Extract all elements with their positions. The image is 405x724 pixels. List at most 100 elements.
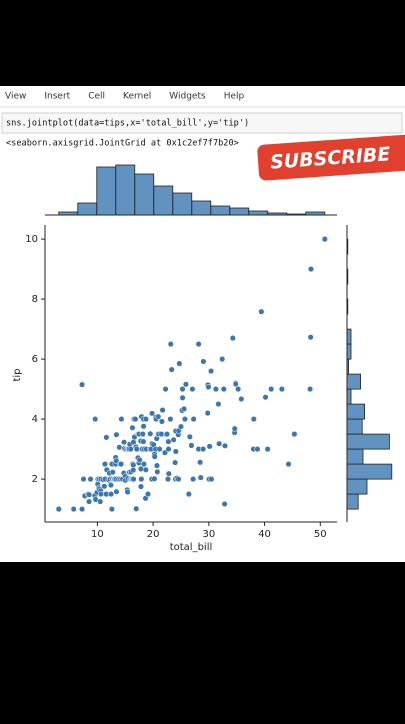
- x-tick-label: 10: [91, 529, 104, 540]
- x-tick-label: 40: [258, 529, 271, 540]
- point: [181, 416, 188, 423]
- y-hist-bar: [346, 448, 364, 465]
- point: [212, 386, 219, 393]
- y-tick-label: 8: [32, 294, 38, 305]
- x-hist-bar: [96, 166, 117, 216]
- point: [221, 500, 228, 508]
- point: [176, 360, 183, 367]
- point: [229, 335, 236, 342]
- point: [155, 413, 162, 420]
- point: [147, 430, 154, 437]
- code-cell[interactable]: [1, 112, 403, 134]
- y-hist-bar: [346, 403, 366, 420]
- badge-bg: [257, 134, 405, 181]
- point: [197, 459, 204, 466]
- y-hist-bar: [346, 343, 352, 360]
- point: [165, 446, 172, 453]
- menu-item[interactable]: Kernel: [123, 92, 151, 102]
- menu-item[interactable]: Widgets: [169, 92, 206, 102]
- point: [182, 381, 189, 388]
- menu-item[interactable]: Cell: [88, 92, 105, 102]
- point: [221, 442, 229, 449]
- point: [177, 423, 185, 430]
- point: [200, 446, 207, 453]
- point: [235, 386, 242, 393]
- x-hist-bar: [115, 164, 136, 216]
- point: [291, 431, 298, 438]
- y-hist-bar: [346, 478, 368, 495]
- point: [140, 461, 147, 468]
- point: [130, 467, 137, 474]
- point: [190, 476, 197, 483]
- point: [307, 334, 314, 341]
- point: [140, 423, 147, 430]
- x-hist-bar: [134, 173, 155, 216]
- x-hist-bar: [286, 213, 307, 216]
- point: [140, 438, 147, 445]
- point: [79, 506, 86, 513]
- point: [195, 341, 202, 348]
- point: [219, 356, 226, 363]
- point: [118, 461, 125, 468]
- point: [87, 476, 94, 483]
- y-hist-bar: [346, 298, 349, 315]
- point: [250, 416, 257, 423]
- y-hist-bar: [346, 433, 390, 450]
- point: [80, 476, 87, 483]
- point: [144, 491, 152, 498]
- point: [220, 386, 227, 393]
- point: [151, 475, 158, 482]
- point: [172, 448, 179, 455]
- point: [170, 436, 177, 443]
- x-hist-bar: [305, 211, 326, 216]
- y-hist-bar: [346, 268, 349, 285]
- point: [103, 434, 110, 441]
- point: [127, 446, 134, 453]
- y-tick-label: 4: [32, 414, 38, 425]
- point: [138, 476, 145, 483]
- point: [139, 431, 146, 438]
- point: [130, 476, 137, 483]
- y-hist-bar: [346, 493, 359, 510]
- point: [97, 491, 105, 498]
- y-hist-bar: [346, 373, 362, 390]
- point: [163, 431, 171, 438]
- menu-item[interactable]: View: [5, 92, 26, 102]
- point: [208, 368, 215, 375]
- point: [142, 416, 149, 423]
- point: [148, 410, 156, 417]
- point: [108, 491, 115, 498]
- point: [86, 498, 93, 505]
- point: [321, 236, 328, 243]
- point: [189, 386, 196, 393]
- point: [116, 444, 123, 451]
- point: [278, 386, 285, 393]
- y-tick-label: 10: [25, 234, 38, 245]
- point: [101, 483, 108, 490]
- y-tick-label: 6: [32, 354, 38, 365]
- point: [164, 476, 172, 483]
- point: [101, 461, 108, 468]
- point: [165, 438, 172, 445]
- x-tick-label: 20: [147, 529, 160, 540]
- x-tick-label: 50: [314, 529, 327, 540]
- point: [168, 366, 175, 373]
- menu-item[interactable]: Help: [224, 92, 245, 102]
- output: <seaborn.axisgrid.JointGrid at 0x1c2ef7f…: [6, 139, 239, 149]
- point: [108, 506, 115, 513]
- point: [97, 498, 104, 505]
- x-hist-bar: [210, 205, 231, 216]
- point: [264, 446, 271, 453]
- point: [186, 433, 193, 440]
- point: [231, 425, 238, 432]
- point: [285, 461, 292, 468]
- point: [113, 488, 120, 495]
- subscribe-badge[interactable]: SUBSCRIBE: [257, 134, 405, 181]
- point: [165, 470, 172, 477]
- menu-item[interactable]: Insert: [44, 92, 70, 102]
- x-hist-bar: [58, 211, 79, 216]
- x-hist-bar: [77, 202, 98, 216]
- point: [120, 439, 128, 446]
- x-hist-bar: [267, 212, 288, 216]
- point: [172, 459, 179, 466]
